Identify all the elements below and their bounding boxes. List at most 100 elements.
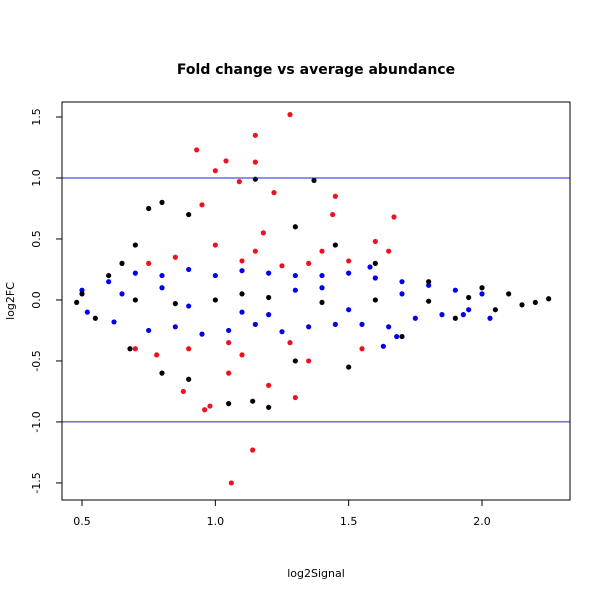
point	[260, 230, 266, 236]
point	[250, 398, 256, 404]
point	[154, 352, 160, 358]
point	[252, 159, 258, 165]
point	[84, 309, 90, 315]
point	[292, 358, 298, 364]
point	[228, 480, 234, 486]
point	[546, 296, 552, 302]
point	[79, 291, 85, 297]
point	[226, 401, 232, 407]
point	[146, 205, 152, 212]
point	[132, 242, 138, 248]
point	[386, 324, 392, 330]
y-tick-label: 1.0	[30, 169, 43, 187]
point	[372, 260, 378, 266]
point	[319, 285, 325, 291]
point	[186, 303, 192, 309]
x-axis-label: log2Signal	[287, 567, 345, 580]
point	[479, 291, 485, 297]
point	[239, 309, 245, 315]
point	[202, 407, 208, 413]
point	[287, 340, 293, 346]
point	[359, 321, 365, 327]
point	[306, 358, 312, 364]
point	[212, 272, 218, 279]
point	[391, 214, 397, 220]
point	[279, 263, 285, 269]
point	[292, 287, 298, 293]
point	[266, 404, 272, 410]
point	[186, 346, 192, 352]
point	[506, 291, 512, 297]
point	[359, 346, 365, 352]
plot-area	[62, 111, 570, 486]
point	[207, 403, 213, 409]
point	[479, 285, 485, 291]
point	[292, 394, 298, 401]
point	[319, 248, 325, 254]
y-tick-label: 0.5	[30, 230, 43, 248]
point	[111, 319, 117, 325]
point	[226, 327, 232, 334]
x-tick-label: 2.0	[473, 515, 491, 528]
point	[159, 285, 165, 291]
point	[119, 291, 125, 297]
point	[330, 211, 336, 218]
point	[212, 242, 218, 248]
point	[426, 282, 432, 288]
x-tick-label: 1.5	[340, 515, 358, 528]
y-tick-label: -1.5	[30, 472, 43, 493]
point	[172, 324, 178, 330]
point	[180, 388, 186, 395]
point	[186, 211, 192, 218]
point	[332, 242, 338, 248]
point	[186, 266, 192, 273]
point	[287, 111, 293, 118]
point	[132, 346, 138, 352]
point	[146, 327, 152, 334]
y-tick-label: 1.5	[30, 108, 43, 126]
point	[372, 275, 378, 281]
point	[236, 179, 242, 185]
point	[74, 299, 80, 306]
point	[132, 270, 138, 276]
point	[266, 382, 272, 388]
point	[92, 315, 98, 321]
point	[346, 307, 352, 313]
point	[252, 248, 258, 254]
point	[226, 370, 232, 376]
point	[226, 340, 232, 346]
point	[367, 264, 373, 270]
point	[266, 270, 272, 276]
point	[159, 370, 165, 376]
point	[292, 224, 298, 230]
point	[279, 329, 285, 335]
point	[311, 177, 317, 184]
point	[386, 248, 392, 254]
point	[239, 258, 245, 264]
point	[239, 291, 245, 297]
point	[399, 333, 405, 340]
point	[266, 294, 272, 301]
point	[199, 331, 205, 337]
point	[212, 297, 218, 303]
point	[146, 260, 152, 266]
y-tick-label: -1.0	[30, 411, 43, 432]
x-tick-label: 0.5	[73, 515, 91, 528]
point	[239, 352, 245, 358]
y-tick-label: 0.0	[30, 291, 43, 309]
point	[332, 193, 338, 199]
point	[332, 321, 338, 327]
x-tick-label: 1.0	[207, 515, 225, 528]
point	[426, 279, 432, 285]
point	[172, 254, 178, 260]
point	[466, 294, 472, 301]
point	[159, 272, 165, 279]
point	[79, 287, 85, 293]
point	[212, 168, 218, 174]
point	[532, 299, 538, 306]
point	[487, 315, 493, 321]
point	[306, 324, 312, 330]
point	[252, 321, 258, 327]
point	[252, 176, 258, 182]
chart-title: Fold change vs average abundance	[177, 62, 455, 78]
